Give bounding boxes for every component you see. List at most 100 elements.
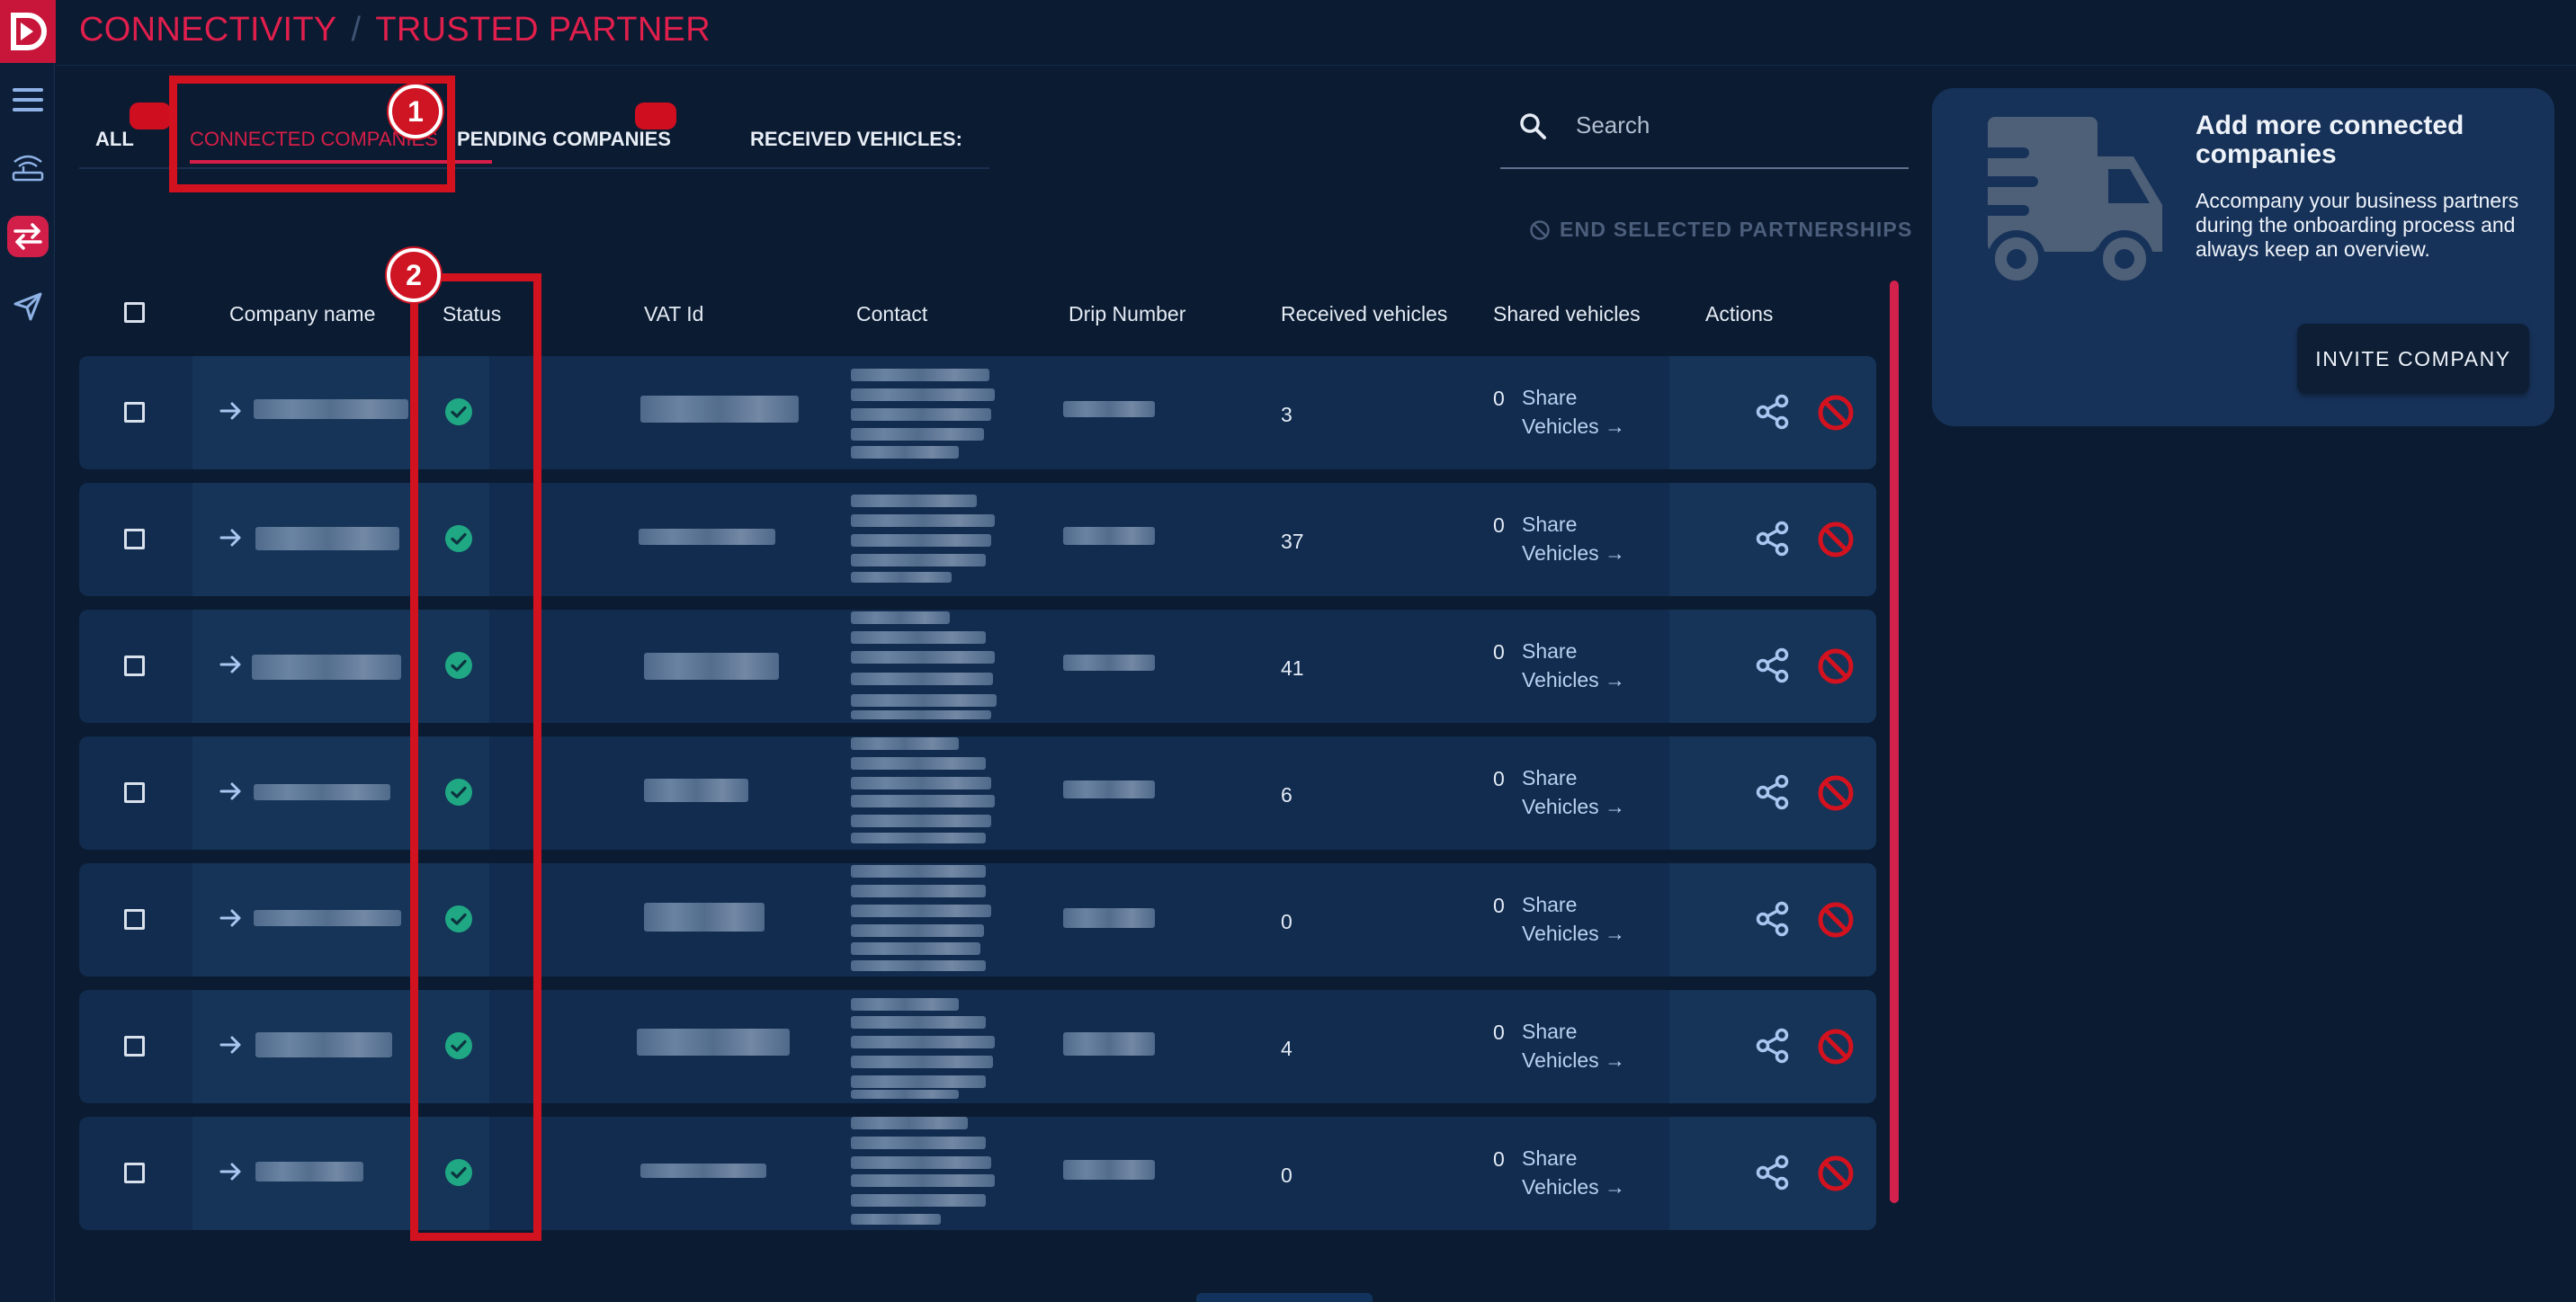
column-status[interactable]: Status xyxy=(443,302,502,326)
row-checkbox[interactable] xyxy=(124,1163,145,1183)
menu-icon[interactable] xyxy=(7,79,49,120)
share-vehicles-link[interactable]: Share Vehicles → xyxy=(1522,763,1625,821)
search-input[interactable] xyxy=(1574,106,1883,144)
redacted-contact xyxy=(851,514,995,527)
side-rail xyxy=(0,0,56,1302)
actions-cell xyxy=(1669,610,1876,723)
column-shared-vehicles[interactable]: Shared vehicles xyxy=(1493,302,1641,326)
check-circle-icon xyxy=(445,1159,472,1186)
redacted-contact xyxy=(851,905,991,917)
row-checkbox[interactable] xyxy=(124,529,145,549)
row-checkbox[interactable] xyxy=(124,1036,145,1057)
end-partnership-icon[interactable] xyxy=(1817,1028,1855,1066)
shared-vehicles-value: 0 xyxy=(1493,1147,1505,1171)
share-vehicles-link[interactable]: Share Vehicles → xyxy=(1522,510,1625,567)
column-received-vehicles[interactable]: Received vehicles xyxy=(1281,302,1448,326)
table-row[interactable]: 37 0 Share Vehicles → xyxy=(79,483,1876,596)
end-partnership-icon[interactable] xyxy=(1817,901,1855,939)
share-vehicles-link[interactable]: Share Vehicles → xyxy=(1522,1144,1625,1201)
search-icon xyxy=(1520,113,1546,139)
row-checkbox[interactable] xyxy=(124,655,145,676)
bottom-pagination-tab[interactable] xyxy=(1196,1293,1373,1302)
table-row[interactable]: 0 0 Share Vehicles → xyxy=(79,863,1876,976)
share-icon[interactable] xyxy=(1756,521,1790,557)
redacted-contact xyxy=(851,446,959,459)
invite-company-button[interactable]: INVITE COMPANY xyxy=(2297,324,2529,394)
redacted-contact xyxy=(851,960,986,971)
table-row[interactable]: 6 0 Share Vehicles → xyxy=(79,736,1876,850)
redacted-drip-number xyxy=(1063,527,1155,545)
share-icon[interactable] xyxy=(1756,1155,1790,1191)
tab-all[interactable]: ALL xyxy=(95,128,134,150)
connectivity-icon[interactable] xyxy=(7,146,49,187)
arrow-right-icon[interactable] xyxy=(219,527,243,548)
end-partnership-icon[interactable] xyxy=(1817,1155,1855,1192)
row-checkbox[interactable] xyxy=(124,909,145,930)
end-selected-partnerships-button[interactable]: END SELECTED PARTNERSHIPS xyxy=(1529,218,1913,242)
arrow-right-icon[interactable] xyxy=(219,907,243,929)
redacted-contact xyxy=(851,1016,986,1029)
end-partnership-icon[interactable] xyxy=(1817,647,1855,685)
redacted-vat-id xyxy=(644,903,765,932)
scrollbar[interactable] xyxy=(1890,281,1899,1203)
breadcrumb-connectivity[interactable]: CONNECTIVITY xyxy=(79,11,337,49)
redacted-vat-id xyxy=(639,529,775,545)
redacted-contact xyxy=(851,1056,993,1068)
transfer-icon[interactable] xyxy=(7,216,49,257)
redacted-contact xyxy=(851,924,984,937)
share-vehicles-link[interactable]: Share Vehicles → xyxy=(1522,637,1625,694)
breadcrumb: CONNECTIVITY / TRUSTED PARTNER xyxy=(79,11,711,49)
redacted-contact xyxy=(851,388,995,401)
redacted-drip-number xyxy=(1063,1160,1155,1180)
redacted-company-name xyxy=(254,399,408,419)
redacted-contact xyxy=(851,673,993,685)
share-link-line-1: Share xyxy=(1522,766,1578,789)
promo-title: Add more connected companies xyxy=(2196,111,2464,169)
promo-text: Accompany your business partners during … xyxy=(2196,189,2519,261)
table-row[interactable]: 4 0 Share Vehicles → xyxy=(79,990,1876,1103)
table-row[interactable]: 41 0 Share Vehicles → xyxy=(79,610,1876,723)
share-icon[interactable] xyxy=(1756,1028,1790,1064)
end-partnership-icon[interactable] xyxy=(1817,774,1855,812)
table-row[interactable]: 0 0 Share Vehicles → xyxy=(79,1117,1876,1230)
share-vehicles-link[interactable]: Share Vehicles → xyxy=(1522,890,1625,948)
arrow-right-icon[interactable] xyxy=(219,400,243,422)
redacted-company-name xyxy=(255,1032,392,1057)
row-checkbox[interactable] xyxy=(124,402,145,423)
shared-vehicles-value: 0 xyxy=(1493,513,1505,537)
tab-received-vehicles[interactable]: RECEIVED VEHICLES: xyxy=(750,128,962,150)
table-row[interactable]: 3 0 Share Vehicles → xyxy=(79,356,1876,469)
end-partnership-icon[interactable] xyxy=(1817,394,1855,432)
check-circle-icon xyxy=(445,905,472,932)
received-vehicles-value: 0 xyxy=(1281,1164,1292,1187)
select-all-checkbox[interactable] xyxy=(124,302,145,323)
column-vat-id[interactable]: VAT Id xyxy=(644,302,704,326)
actions-cell xyxy=(1669,990,1876,1103)
row-checkbox[interactable] xyxy=(124,782,145,803)
share-icon[interactable] xyxy=(1756,394,1790,430)
redacted-contact xyxy=(851,1036,995,1048)
column-drip-number[interactable]: Drip Number xyxy=(1069,302,1186,326)
truck-icon xyxy=(1957,117,2162,288)
redacted-vat-id xyxy=(644,779,748,802)
received-vehicles-value: 4 xyxy=(1281,1037,1292,1060)
logo-icon[interactable] xyxy=(0,0,56,63)
share-link-line-2: Vehicles → xyxy=(1522,1175,1626,1199)
share-vehicles-link[interactable]: Share Vehicles → xyxy=(1522,1017,1625,1075)
arrow-right-icon[interactable] xyxy=(219,1034,243,1056)
annotation-box-1 xyxy=(169,76,455,192)
tab-pending-companies[interactable]: PENDING COMPANIES xyxy=(457,128,671,150)
arrow-right-icon[interactable] xyxy=(219,780,243,802)
share-icon[interactable] xyxy=(1756,647,1790,683)
end-partnership-icon[interactable] xyxy=(1817,521,1855,558)
send-icon[interactable] xyxy=(7,286,49,327)
arrow-right-icon[interactable] xyxy=(219,654,243,675)
redacted-contact xyxy=(851,1075,986,1088)
arrow-right-icon[interactable] xyxy=(219,1161,243,1182)
share-icon[interactable] xyxy=(1756,774,1790,810)
share-vehicles-link[interactable]: Share Vehicles → xyxy=(1522,383,1625,441)
column-contact[interactable]: Contact xyxy=(856,302,928,326)
redacted-contact xyxy=(851,428,984,441)
column-company-name[interactable]: Company name xyxy=(229,302,376,326)
share-icon[interactable] xyxy=(1756,901,1790,937)
